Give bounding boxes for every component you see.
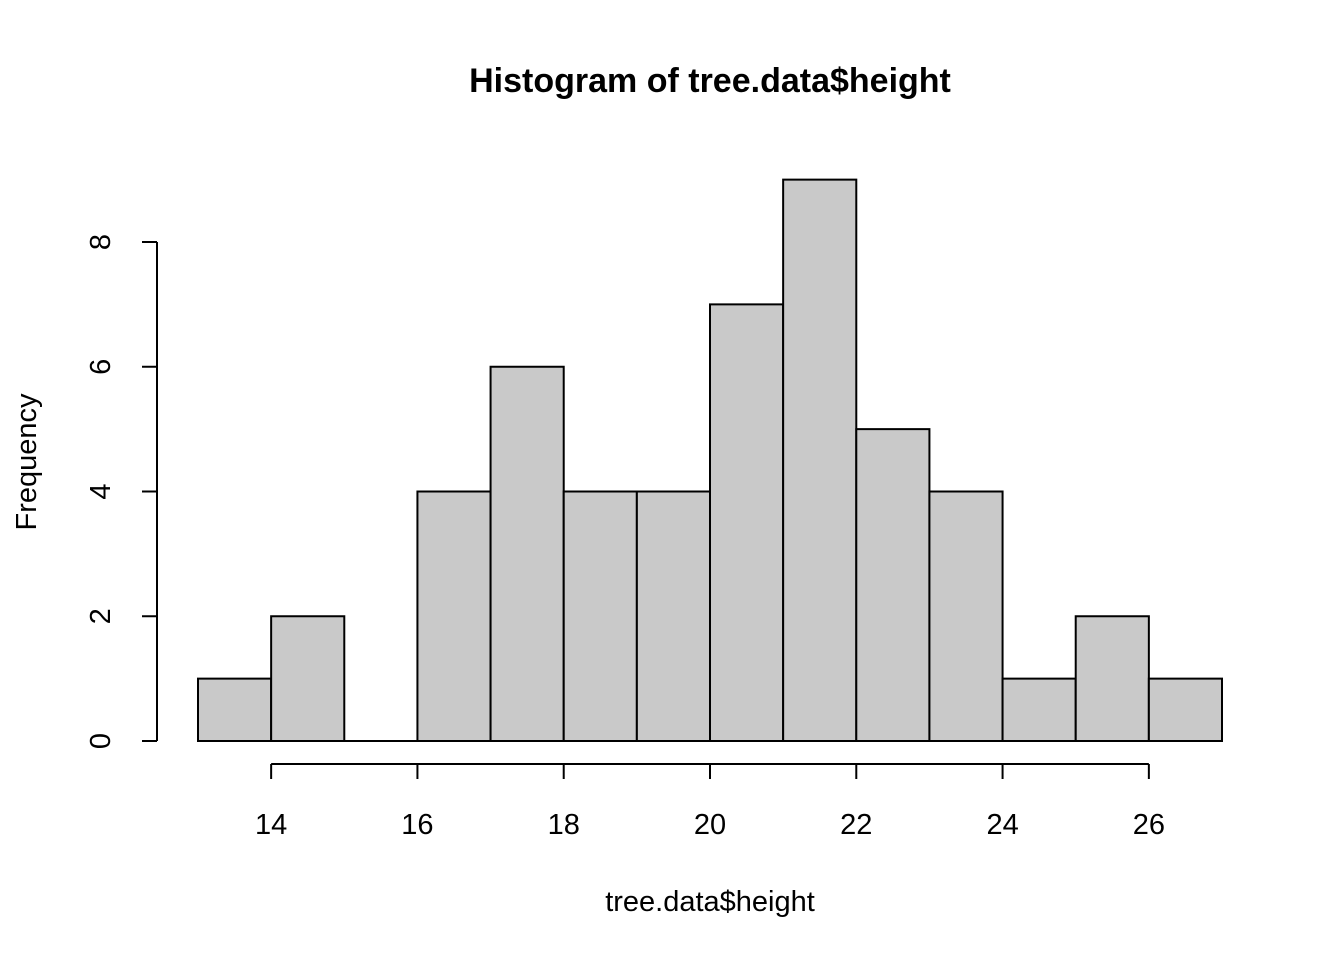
y-axis: 0 2 4 6 8 bbox=[85, 234, 158, 749]
y-tick-label-2: 2 bbox=[85, 608, 117, 624]
x-tick-label-14: 14 bbox=[255, 809, 287, 841]
x-tick-label-24: 24 bbox=[986, 809, 1018, 841]
x-tick-label-20: 20 bbox=[694, 809, 726, 841]
y-tick-label-4: 4 bbox=[85, 483, 117, 499]
histogram-bar-6 bbox=[635, 490, 711, 742]
histogram-bar-0 bbox=[197, 677, 273, 742]
y-axis-title: Frequency bbox=[11, 393, 43, 531]
histogram-bar-9 bbox=[855, 428, 931, 742]
histogram-bar-11 bbox=[1001, 677, 1077, 742]
histogram-bar-7 bbox=[709, 303, 785, 742]
y-tick-label-0: 0 bbox=[85, 733, 117, 749]
y-tick-label-8: 8 bbox=[85, 234, 117, 250]
histogram-bar-3 bbox=[416, 490, 492, 742]
x-tick-label-26: 26 bbox=[1133, 809, 1165, 841]
x-tick-label-16: 16 bbox=[401, 809, 433, 841]
y-tick-label-6: 6 bbox=[85, 359, 117, 375]
histogram-bar-1 bbox=[270, 615, 346, 742]
histogram-bar-10 bbox=[928, 490, 1004, 742]
histogram-bar-12 bbox=[1074, 615, 1150, 742]
x-axis: 14 16 18 20 22 24 26 bbox=[255, 763, 1165, 841]
bars-group bbox=[197, 178, 1224, 742]
x-tick-label-18: 18 bbox=[548, 809, 580, 841]
histogram-bar-8 bbox=[782, 178, 858, 742]
x-tick-label-22: 22 bbox=[840, 809, 872, 841]
histogram-bar-5 bbox=[562, 490, 638, 742]
histogram-bar-4 bbox=[489, 365, 565, 742]
histogram-bar-13 bbox=[1147, 677, 1224, 742]
x-axis-title: tree.data$height bbox=[605, 886, 815, 918]
chart-title: Histogram of tree.data$height bbox=[469, 62, 951, 100]
